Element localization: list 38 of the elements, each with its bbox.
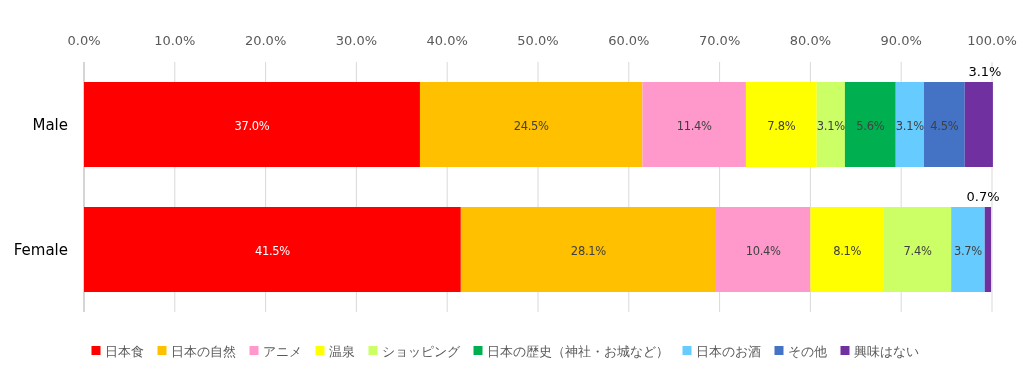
x-tick-label: 30.0% (335, 33, 378, 48)
x-tick-label: 70.0% (698, 33, 741, 48)
data-label: 7.8% (767, 118, 796, 133)
legend-label: 日本の自然 (170, 344, 236, 359)
y-tick-label: Female (13, 240, 68, 259)
data-label: 3.1% (895, 118, 925, 133)
data-label: 5.6% (856, 118, 885, 133)
legend-label: 温泉 (328, 344, 355, 359)
data-label: 4.5% (930, 118, 959, 133)
legend-label: 日本の歴史（神社・お城など） (486, 344, 669, 359)
data-label: 24.5% (513, 118, 550, 133)
data-label: 10.4% (745, 243, 782, 258)
x-tick-label: 60.0% (608, 33, 650, 48)
data-label: 11.4% (676, 118, 713, 133)
x-tick-label: 90.0% (880, 33, 922, 48)
x-tick-label: 100.0% (967, 33, 1017, 48)
data-label: 3.1% (816, 118, 846, 133)
data-label: 28.1% (570, 243, 607, 258)
data-label: 3.1% (968, 64, 1002, 79)
legend-label: その他 (787, 344, 827, 359)
x-tick-label: 80.0% (789, 33, 832, 48)
x-tick-label: 40.0% (426, 33, 468, 48)
legend-label: ショッピング (381, 344, 461, 359)
x-tick-label: 50.0% (517, 33, 559, 48)
legend-label: 日本食 (104, 344, 144, 359)
x-tick-label: 20.0% (244, 33, 287, 48)
data-label: 37.0% (234, 118, 270, 133)
legend-label: 興味はない (853, 344, 919, 359)
data-label: 7.4% (903, 243, 932, 258)
legend-label: 日本のお酒 (695, 344, 761, 359)
x-tick-label: 10.0% (154, 33, 196, 48)
x-tick-label: 0.0% (67, 33, 101, 48)
data-label: 0.7% (966, 189, 1000, 204)
legend-label: アニメ (262, 344, 302, 359)
data-label: 3.7% (953, 243, 983, 258)
data-label: 41.5% (254, 243, 291, 258)
data-label: 8.1% (833, 243, 862, 258)
y-tick-label: Male (32, 115, 68, 134)
